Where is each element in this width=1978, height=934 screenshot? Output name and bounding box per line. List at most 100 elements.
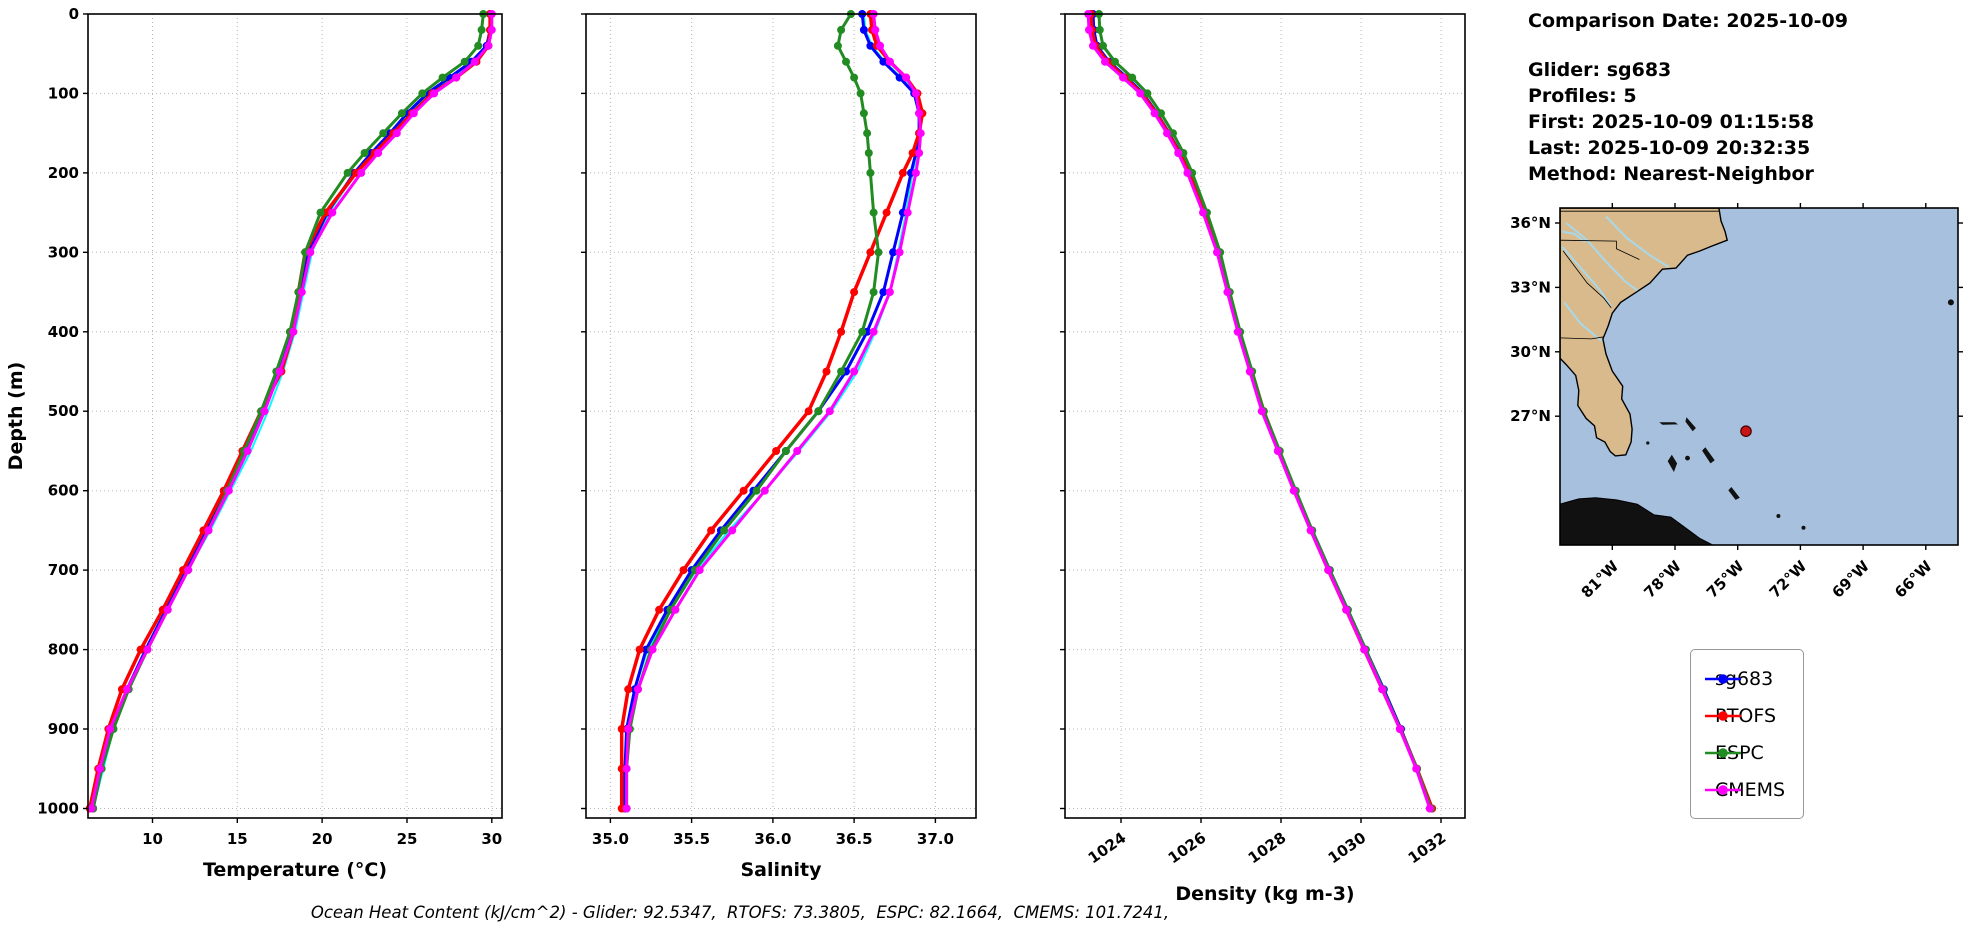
x-tick-label: 37.0 — [917, 830, 954, 848]
island-dot — [1646, 441, 1650, 445]
map-lat-tick-label: 36°N — [1510, 214, 1551, 232]
legend-entry-sg683: sg683 — [1705, 660, 1785, 697]
series-ESPC-marker — [814, 407, 823, 416]
map-lat-tick-label: 30°N — [1510, 343, 1551, 361]
series-CMEMS-marker — [430, 89, 439, 98]
y-tick-label: 800 — [48, 641, 79, 659]
series-CMEMS-marker — [622, 764, 631, 773]
legend-entry-CMEMS: CMEMS — [1705, 771, 1785, 808]
series-ESPC-marker — [833, 41, 842, 50]
series-CMEMS-marker — [306, 248, 315, 257]
series-RTOFS-marker — [850, 288, 859, 297]
series-CMEMS-marker — [1136, 89, 1145, 98]
island-dot — [1685, 455, 1690, 461]
series-CMEMS-marker — [1163, 129, 1171, 138]
plot-frame — [585, 13, 977, 819]
island-dot — [1801, 525, 1806, 530]
series-CMEMS-marker — [143, 645, 152, 654]
series-CMEMS-marker — [357, 168, 366, 177]
series-ESPC-marker — [379, 129, 388, 138]
series-ESPC-marker — [1099, 41, 1107, 50]
series-ESPC-marker — [866, 168, 875, 177]
series-ESPC-marker — [1128, 73, 1137, 82]
cuba-land — [1560, 497, 1713, 545]
series-CMEMS-marker — [911, 168, 920, 177]
series-CMEMS-marker — [1119, 73, 1127, 82]
series-CMEMS-marker — [243, 447, 252, 455]
series-CMEMS-marker — [728, 526, 737, 535]
map-lat-tick-label: 33°N — [1510, 278, 1551, 296]
series-CMEMS-marker — [1395, 725, 1404, 733]
series-CMEMS-marker — [1342, 605, 1351, 614]
y-tick-label: 600 — [48, 482, 79, 500]
ocean-heat-content-caption: Ocean Heat Content (kJ/cm^2) - Glider: 9… — [310, 903, 1170, 922]
profiles-text: Profiles: 5 — [1528, 85, 1637, 107]
series-CMEMS-marker — [1183, 168, 1192, 177]
series-CMEMS-marker — [484, 41, 493, 50]
x-tick-label: 1030 — [1325, 829, 1370, 868]
series-CMEMS-marker — [123, 685, 131, 694]
series-RTOFS-marker — [804, 407, 813, 416]
series-CMEMS-marker — [392, 129, 401, 138]
series-CMEMS-marker — [850, 367, 859, 376]
location-map: 36°N 33°N 30°N 27°N 81°W 78°W 75°W 72°W 69°W 66°W — [1510, 203, 1963, 602]
info-panel: Comparison Date: 2025-10-09 Glider: sg68… — [1528, 8, 1848, 187]
map-lon-tick-label: 78°W — [1640, 557, 1685, 602]
series-CMEMS-marker — [409, 109, 418, 118]
series-RTOFS-marker — [136, 645, 145, 654]
series-ESPC-marker — [418, 89, 427, 98]
series-CMEMS-marker — [275, 367, 284, 376]
series-ESPC-marker — [460, 57, 469, 66]
y-tick-label: 0 — [69, 5, 79, 23]
series-ESPC-marker — [842, 57, 850, 66]
series-ESPC-marker — [869, 208, 878, 217]
series-CMEMS-marker — [885, 288, 894, 297]
series-RTOFS-marker — [908, 149, 917, 157]
legend-label: sg683 — [1715, 667, 1774, 690]
legend-line-marker-icon — [1705, 673, 1741, 684]
series-CMEMS-marker — [648, 645, 657, 654]
last-time-text: Last: 2025-10-09 20:32:35 — [1528, 137, 1811, 159]
series-CMEMS-marker — [328, 208, 337, 217]
series-CMEMS-marker — [95, 764, 104, 773]
series-ESPC-marker — [438, 73, 447, 82]
series-ESPC-marker — [874, 248, 883, 257]
series-CMEMS-marker — [1378, 685, 1387, 694]
y-tick-label: 500 — [48, 402, 79, 420]
series-RTOFS-marker — [679, 566, 688, 575]
series-ESPC-marker — [343, 168, 352, 177]
island-dot — [1776, 514, 1781, 518]
x-tick-label: 36.0 — [754, 830, 791, 848]
series-ESPC-marker — [360, 149, 369, 157]
series-ESPC-marker — [752, 486, 761, 495]
series-CMEMS-marker — [1245, 367, 1254, 376]
legend-label: CMEMS — [1715, 778, 1786, 801]
x-axis-label: Salinity — [740, 859, 822, 881]
series-RTOFS-marker — [866, 248, 875, 257]
series-ESPC-marker — [720, 526, 729, 535]
series-CMEMS-marker — [1174, 149, 1183, 157]
x-tick-label: 1026 — [1165, 829, 1210, 868]
series-CMEMS-marker — [902, 73, 911, 82]
series-ESPC-marker — [858, 327, 867, 336]
x-tick-label: 36.5 — [836, 830, 873, 848]
series-CMEMS-marker — [1425, 804, 1434, 813]
map-lon-tick-label: 69°W — [1828, 557, 1873, 602]
bahamas-island — [1685, 417, 1696, 432]
bahamas-island — [1667, 454, 1678, 472]
comparison-date-text: Comparison Date: 2025-10-09 — [1528, 10, 1848, 32]
series-sg683-marker — [889, 248, 898, 257]
series-CMEMS-marker — [876, 41, 885, 50]
series-ESPC-marker — [837, 25, 846, 34]
map-lon-tick-label: 75°W — [1703, 557, 1748, 602]
series-glider-raw-line — [624, 13, 922, 809]
series-CMEMS-marker — [1233, 327, 1242, 336]
series-RTOFS-marker — [882, 208, 891, 217]
series-sg683-marker — [866, 41, 875, 50]
series-CMEMS-marker — [1324, 566, 1333, 575]
series-CMEMS-marker — [163, 605, 172, 614]
series-ESPC-marker — [837, 367, 846, 376]
series-RTOFS-marker — [707, 526, 716, 535]
x-tick-label: 1028 — [1245, 829, 1290, 868]
series-ESPC-marker — [1157, 109, 1165, 118]
